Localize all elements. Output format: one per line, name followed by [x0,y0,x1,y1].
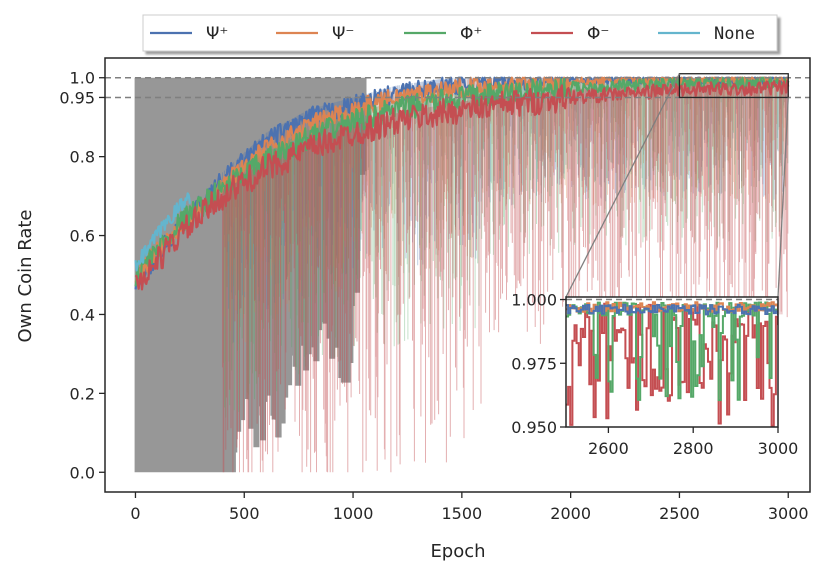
y-tick-label-5: 0.8 [70,148,95,167]
y-tick-label-1: 0.0 [70,463,95,482]
inset-series-line-1 [566,303,778,316]
x-tick-label-2: 500 [229,504,260,523]
x-axis-label: Epoch [430,541,485,562]
x-tick-label-6: 2500 [659,504,700,523]
inset-x-tick-label-3: 3000 [758,439,799,458]
inset-y-tick-label-3: 1.000 [511,291,557,310]
variance-band-3 [223,77,789,418]
inset-x-tick-label-1: 2600 [588,439,629,458]
inset-plot-frame [565,296,779,428]
x-tick-label-1: 0 [130,504,140,523]
x-tick-label-4: 1500 [441,504,482,523]
legend-label-1: Ψ⁺ [206,24,228,44]
x-tick-label-5: 2000 [550,504,591,523]
y-tick-label-2: 0.2 [70,384,95,403]
inset-x-tick-label-2: 2800 [673,439,714,458]
legend-label-5: None [714,24,755,44]
legend-label-3: Φ⁺ [460,24,482,44]
legend: Ψ⁺ Ψ⁻ Φ⁺ Φ⁻ None [142,14,778,52]
y-tick-label-7: 1.0 [70,69,95,88]
inset-y-tick-label-2: 0.975 [511,354,557,373]
zoom-box [678,73,789,99]
x-tick-label-7: 3000 [768,504,809,523]
main-axes: 0 500 1000 1500 2000 2500 3000 0.0 0.2 0.4 0.6 0.8… [15,57,811,562]
main-plot-frame [104,57,811,493]
x-tick-label-3: 1000 [333,504,374,523]
y-tick-label-4: 0.6 [70,227,95,246]
zoom-connector-left [565,73,681,298]
y-tick-label-3: 0.4 [70,305,95,324]
legend-label-4: Φ⁻ [587,24,609,44]
legend-label-2: Ψ⁻ [332,24,354,44]
inset-y-tick-label-1: 0.950 [511,418,557,437]
y-axis-label: Own Coin Rate [15,209,36,342]
zoom-connector-right [777,97,789,298]
zoom-indicator [565,73,789,298]
y-tick-label-6: 0.95 [59,88,95,107]
inset-axes: 2600 2800 3000 0.950 0.975 1.000 [511,291,798,458]
series-line-5 [134,192,191,272]
inset-series-line-4 [566,302,778,427]
